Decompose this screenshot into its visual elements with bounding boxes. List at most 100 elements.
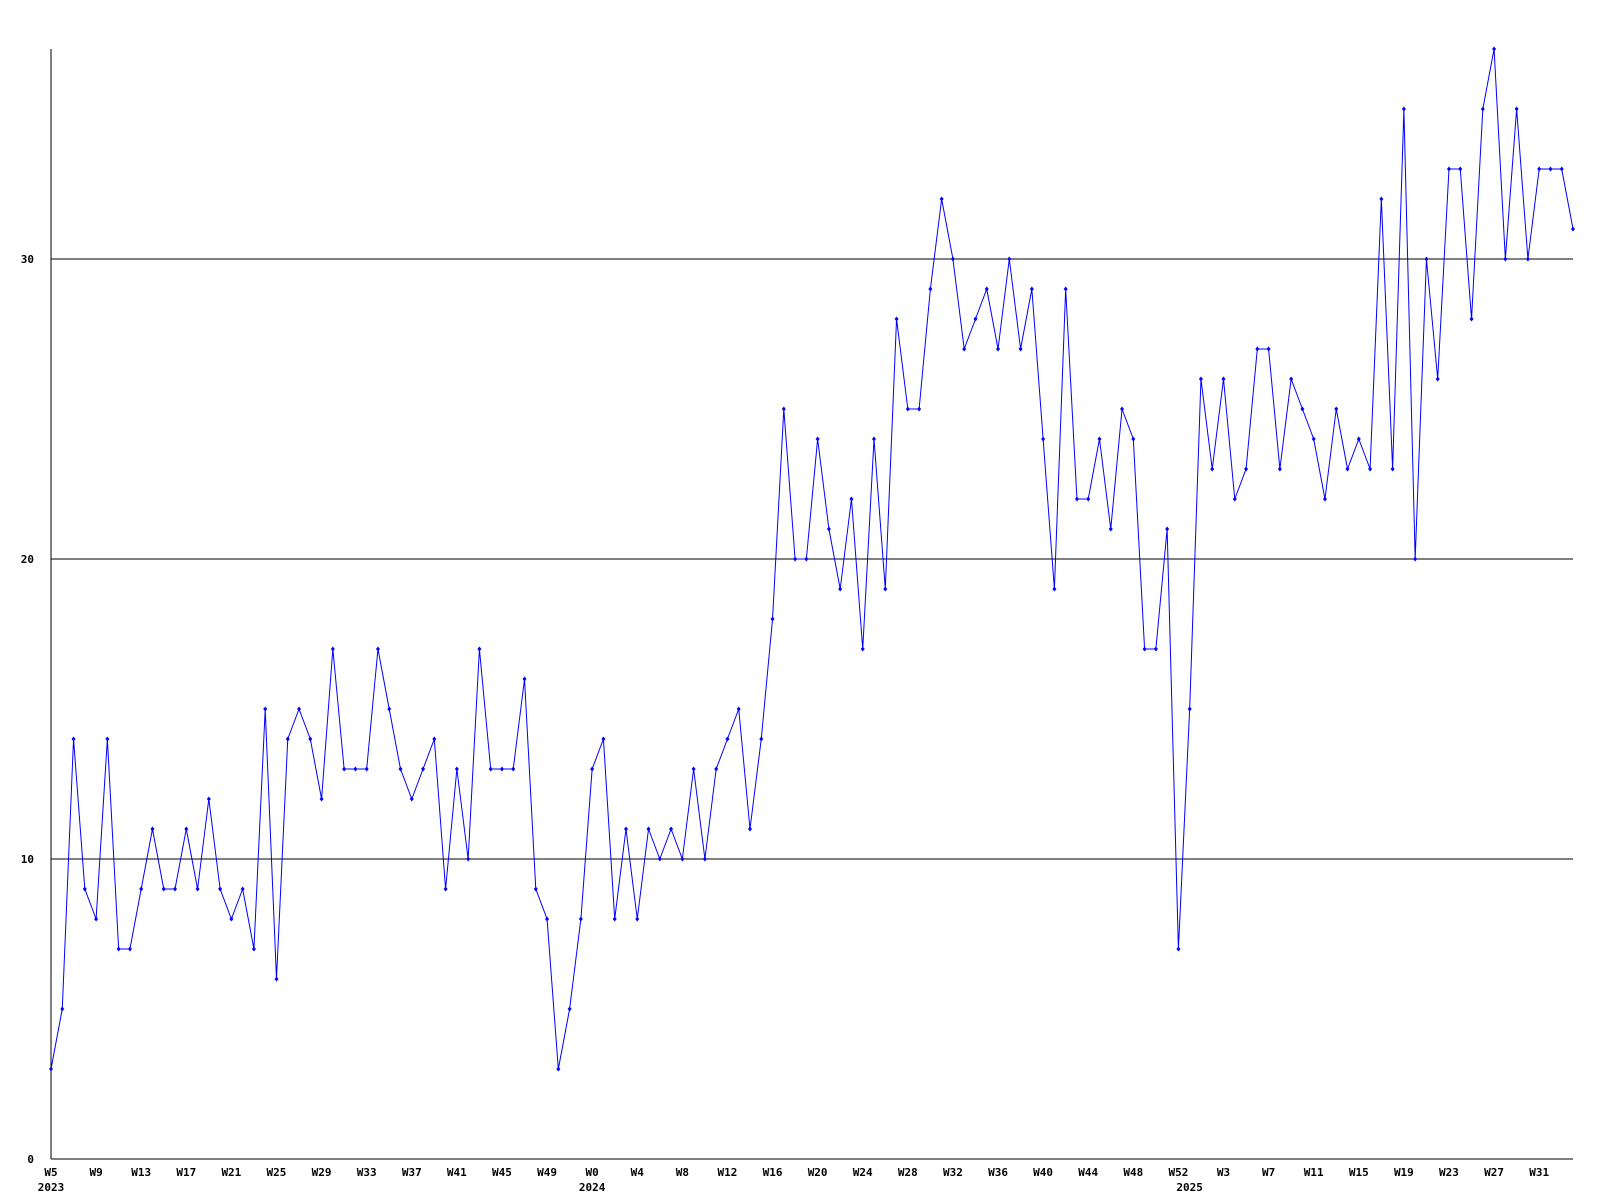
data-point	[522, 676, 527, 682]
data-point	[1232, 496, 1237, 502]
x-tick-label: W4	[631, 1166, 645, 1179]
data-point	[319, 796, 324, 802]
x-tick-label: W44	[1078, 1166, 1098, 1179]
data-point	[409, 796, 414, 802]
data-point	[973, 316, 978, 322]
data-point	[838, 586, 843, 592]
year-label: 2023	[38, 1181, 65, 1194]
data-point	[996, 346, 1001, 352]
data-point	[1458, 166, 1463, 172]
data-point	[1244, 466, 1249, 472]
data-line	[50, 48, 1574, 1070]
data-point	[398, 766, 403, 772]
data-point	[1503, 256, 1508, 262]
data-point	[139, 886, 144, 892]
data-point	[928, 286, 933, 292]
data-point	[94, 916, 99, 922]
data-point	[1480, 106, 1485, 112]
data-point	[1345, 466, 1350, 472]
data-point	[1266, 346, 1271, 352]
data-point	[759, 736, 764, 742]
data-point	[601, 736, 606, 742]
data-point	[1424, 256, 1429, 262]
x-tick-label: W12	[718, 1166, 738, 1179]
data-point	[240, 886, 245, 892]
data-point	[736, 706, 741, 712]
data-point	[1176, 946, 1181, 952]
x-tick-label: W8	[676, 1166, 689, 1179]
data-point	[1120, 406, 1125, 412]
data-point	[1086, 496, 1091, 502]
data-point	[1277, 466, 1282, 472]
data-point	[578, 916, 583, 922]
data-point	[1165, 526, 1170, 532]
data-point	[1413, 556, 1418, 562]
data-point	[308, 736, 313, 742]
data-point	[206, 796, 211, 802]
x-tick-label: W13	[131, 1166, 151, 1179]
data-point	[173, 886, 178, 892]
data-point	[466, 856, 471, 862]
data-point	[567, 1006, 572, 1012]
x-tick-label: W28	[898, 1166, 918, 1179]
data-point	[1029, 286, 1034, 292]
x-tick-label: W21	[221, 1166, 241, 1179]
x-tick-label: W0	[586, 1166, 599, 1179]
data-point	[1571, 226, 1575, 232]
data-point	[1187, 706, 1192, 712]
x-tick-label: W41	[447, 1166, 467, 1179]
x-tick-label: W17	[176, 1166, 196, 1179]
data-point	[285, 736, 290, 742]
x-tick-label: W32	[943, 1166, 963, 1179]
data-point	[770, 616, 775, 622]
data-point	[793, 556, 798, 562]
data-point	[1492, 46, 1497, 52]
data-point	[545, 916, 550, 922]
data-point	[1108, 526, 1113, 532]
data-point	[1097, 436, 1102, 442]
data-point	[691, 766, 696, 772]
x-tick-label: W3	[1217, 1166, 1230, 1179]
data-point	[511, 766, 516, 772]
data-point	[1221, 376, 1226, 382]
x-tick-label: W27	[1484, 1166, 1504, 1179]
data-point	[499, 766, 504, 772]
data-point	[1446, 166, 1451, 172]
data-point	[1210, 466, 1215, 472]
data-point	[60, 1006, 65, 1012]
data-point	[1300, 406, 1305, 412]
data-point	[161, 886, 166, 892]
data-point	[950, 256, 955, 262]
x-tick-label: W7	[1262, 1166, 1275, 1179]
data-point	[781, 406, 786, 412]
x-tick-label: W49	[537, 1166, 557, 1179]
data-point	[872, 436, 877, 442]
data-point	[477, 646, 482, 652]
x-tick-label: W29	[312, 1166, 332, 1179]
data-point	[71, 736, 76, 742]
data-point	[860, 646, 865, 652]
data-point	[1255, 346, 1260, 352]
data-point	[962, 346, 967, 352]
x-tick-label: W19	[1394, 1166, 1414, 1179]
data-point	[657, 856, 662, 862]
data-point	[116, 946, 121, 952]
x-tick-label: W9	[89, 1166, 102, 1179]
y-tick-label: 10	[21, 853, 34, 866]
data-point	[1142, 646, 1147, 652]
y-tick-label: 0	[27, 1153, 34, 1166]
data-point	[1289, 376, 1294, 382]
data-point	[1334, 406, 1339, 412]
data-point	[1052, 586, 1057, 592]
data-point	[105, 736, 110, 742]
data-point	[1390, 466, 1395, 472]
data-point	[917, 406, 922, 412]
x-tick-label: W24	[853, 1166, 873, 1179]
data-point	[905, 406, 910, 412]
data-point	[330, 646, 335, 652]
data-point	[612, 916, 617, 922]
data-point	[150, 826, 155, 832]
x-tick-label: W25	[267, 1166, 287, 1179]
data-point	[747, 826, 752, 832]
